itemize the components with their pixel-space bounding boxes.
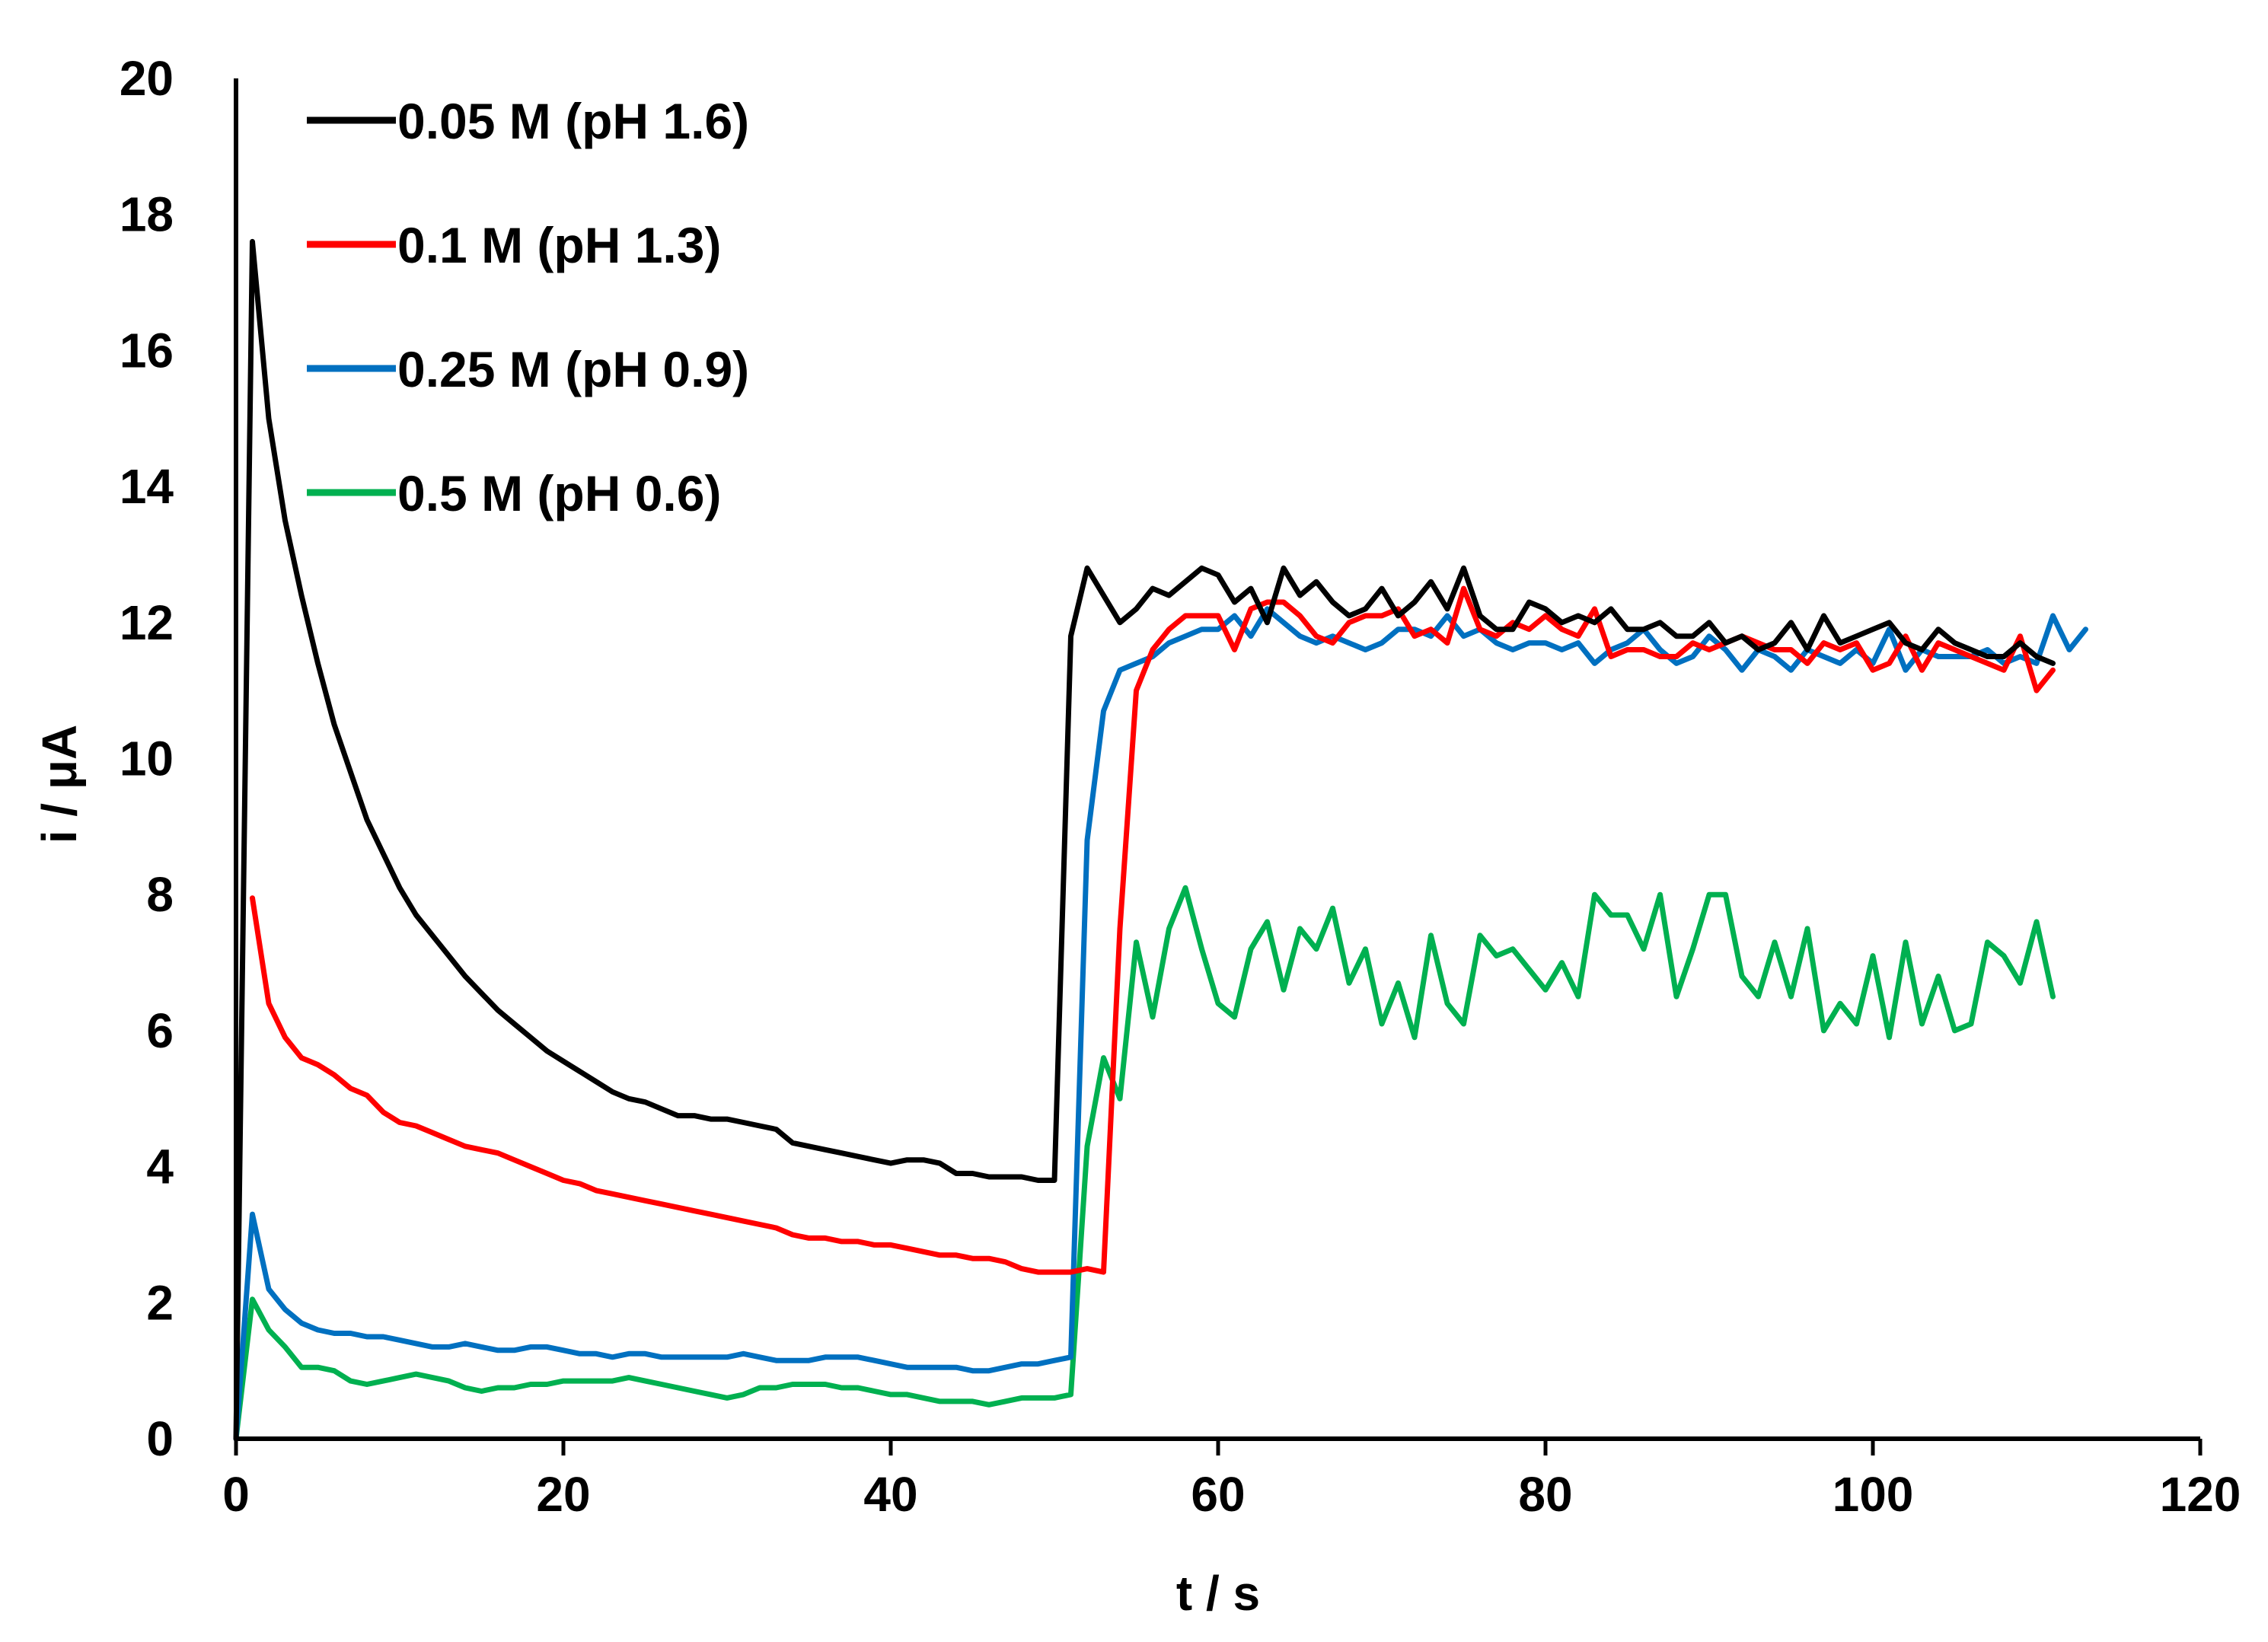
y-tick-label: 8 (146, 867, 174, 922)
series-layer (233, 238, 2088, 1442)
legend-item: 0.05 M (pH 1.6) (307, 93, 749, 149)
legend-item: 0.25 M (pH 0.9) (307, 341, 749, 397)
legend-label: 0.1 M (pH 1.3) (397, 217, 721, 273)
x-tick-label: 60 (1191, 1467, 1245, 1522)
y-tick-label: 0 (146, 1411, 174, 1466)
y-ticks: 0 2 4 6 8 10 12 14 16 18 20 (120, 51, 174, 1466)
x-tick-label: 100 (1833, 1467, 1914, 1522)
y-tick-label: 6 (146, 1003, 174, 1058)
y-tick-label: 14 (120, 459, 174, 514)
series-line (233, 238, 2056, 1442)
legend-label: 0.5 M (pH 0.6) (397, 465, 721, 521)
legend-label: 0.05 M (pH 1.6) (397, 93, 749, 149)
y-tick-label: 16 (120, 323, 174, 378)
x-axis-title: t / s (1176, 1566, 1260, 1621)
series-line (233, 606, 2088, 1442)
y-tick-label: 10 (120, 732, 174, 786)
legend: 0.05 M (pH 1.6) 0.1 M (pH 1.3) 0.25 M (p… (307, 93, 749, 521)
x-tick-label: 20 (536, 1467, 590, 1522)
legend-item: 0.5 M (pH 0.6) (307, 465, 721, 521)
y-tick-label: 20 (120, 51, 174, 106)
legend-item: 0.1 M (pH 1.3) (307, 217, 721, 273)
x-tick-label: 0 (222, 1467, 250, 1522)
x-tick-label: 40 (863, 1467, 917, 1522)
y-tick-label: 18 (120, 187, 174, 242)
x-tick-label: 120 (2160, 1467, 2241, 1522)
x-ticks: 0 20 40 60 80 100 120 (222, 1439, 2241, 1522)
y-tick-label: 4 (146, 1140, 174, 1194)
series-line (233, 885, 2056, 1442)
y-tick-label: 2 (146, 1275, 174, 1330)
legend-label: 0.25 M (pH 0.9) (397, 341, 749, 397)
y-tick-label: 12 (120, 595, 174, 650)
series-line (250, 585, 2056, 1275)
y-axis-title: i / μA (32, 725, 87, 844)
x-tick-label: 80 (1518, 1467, 1572, 1522)
